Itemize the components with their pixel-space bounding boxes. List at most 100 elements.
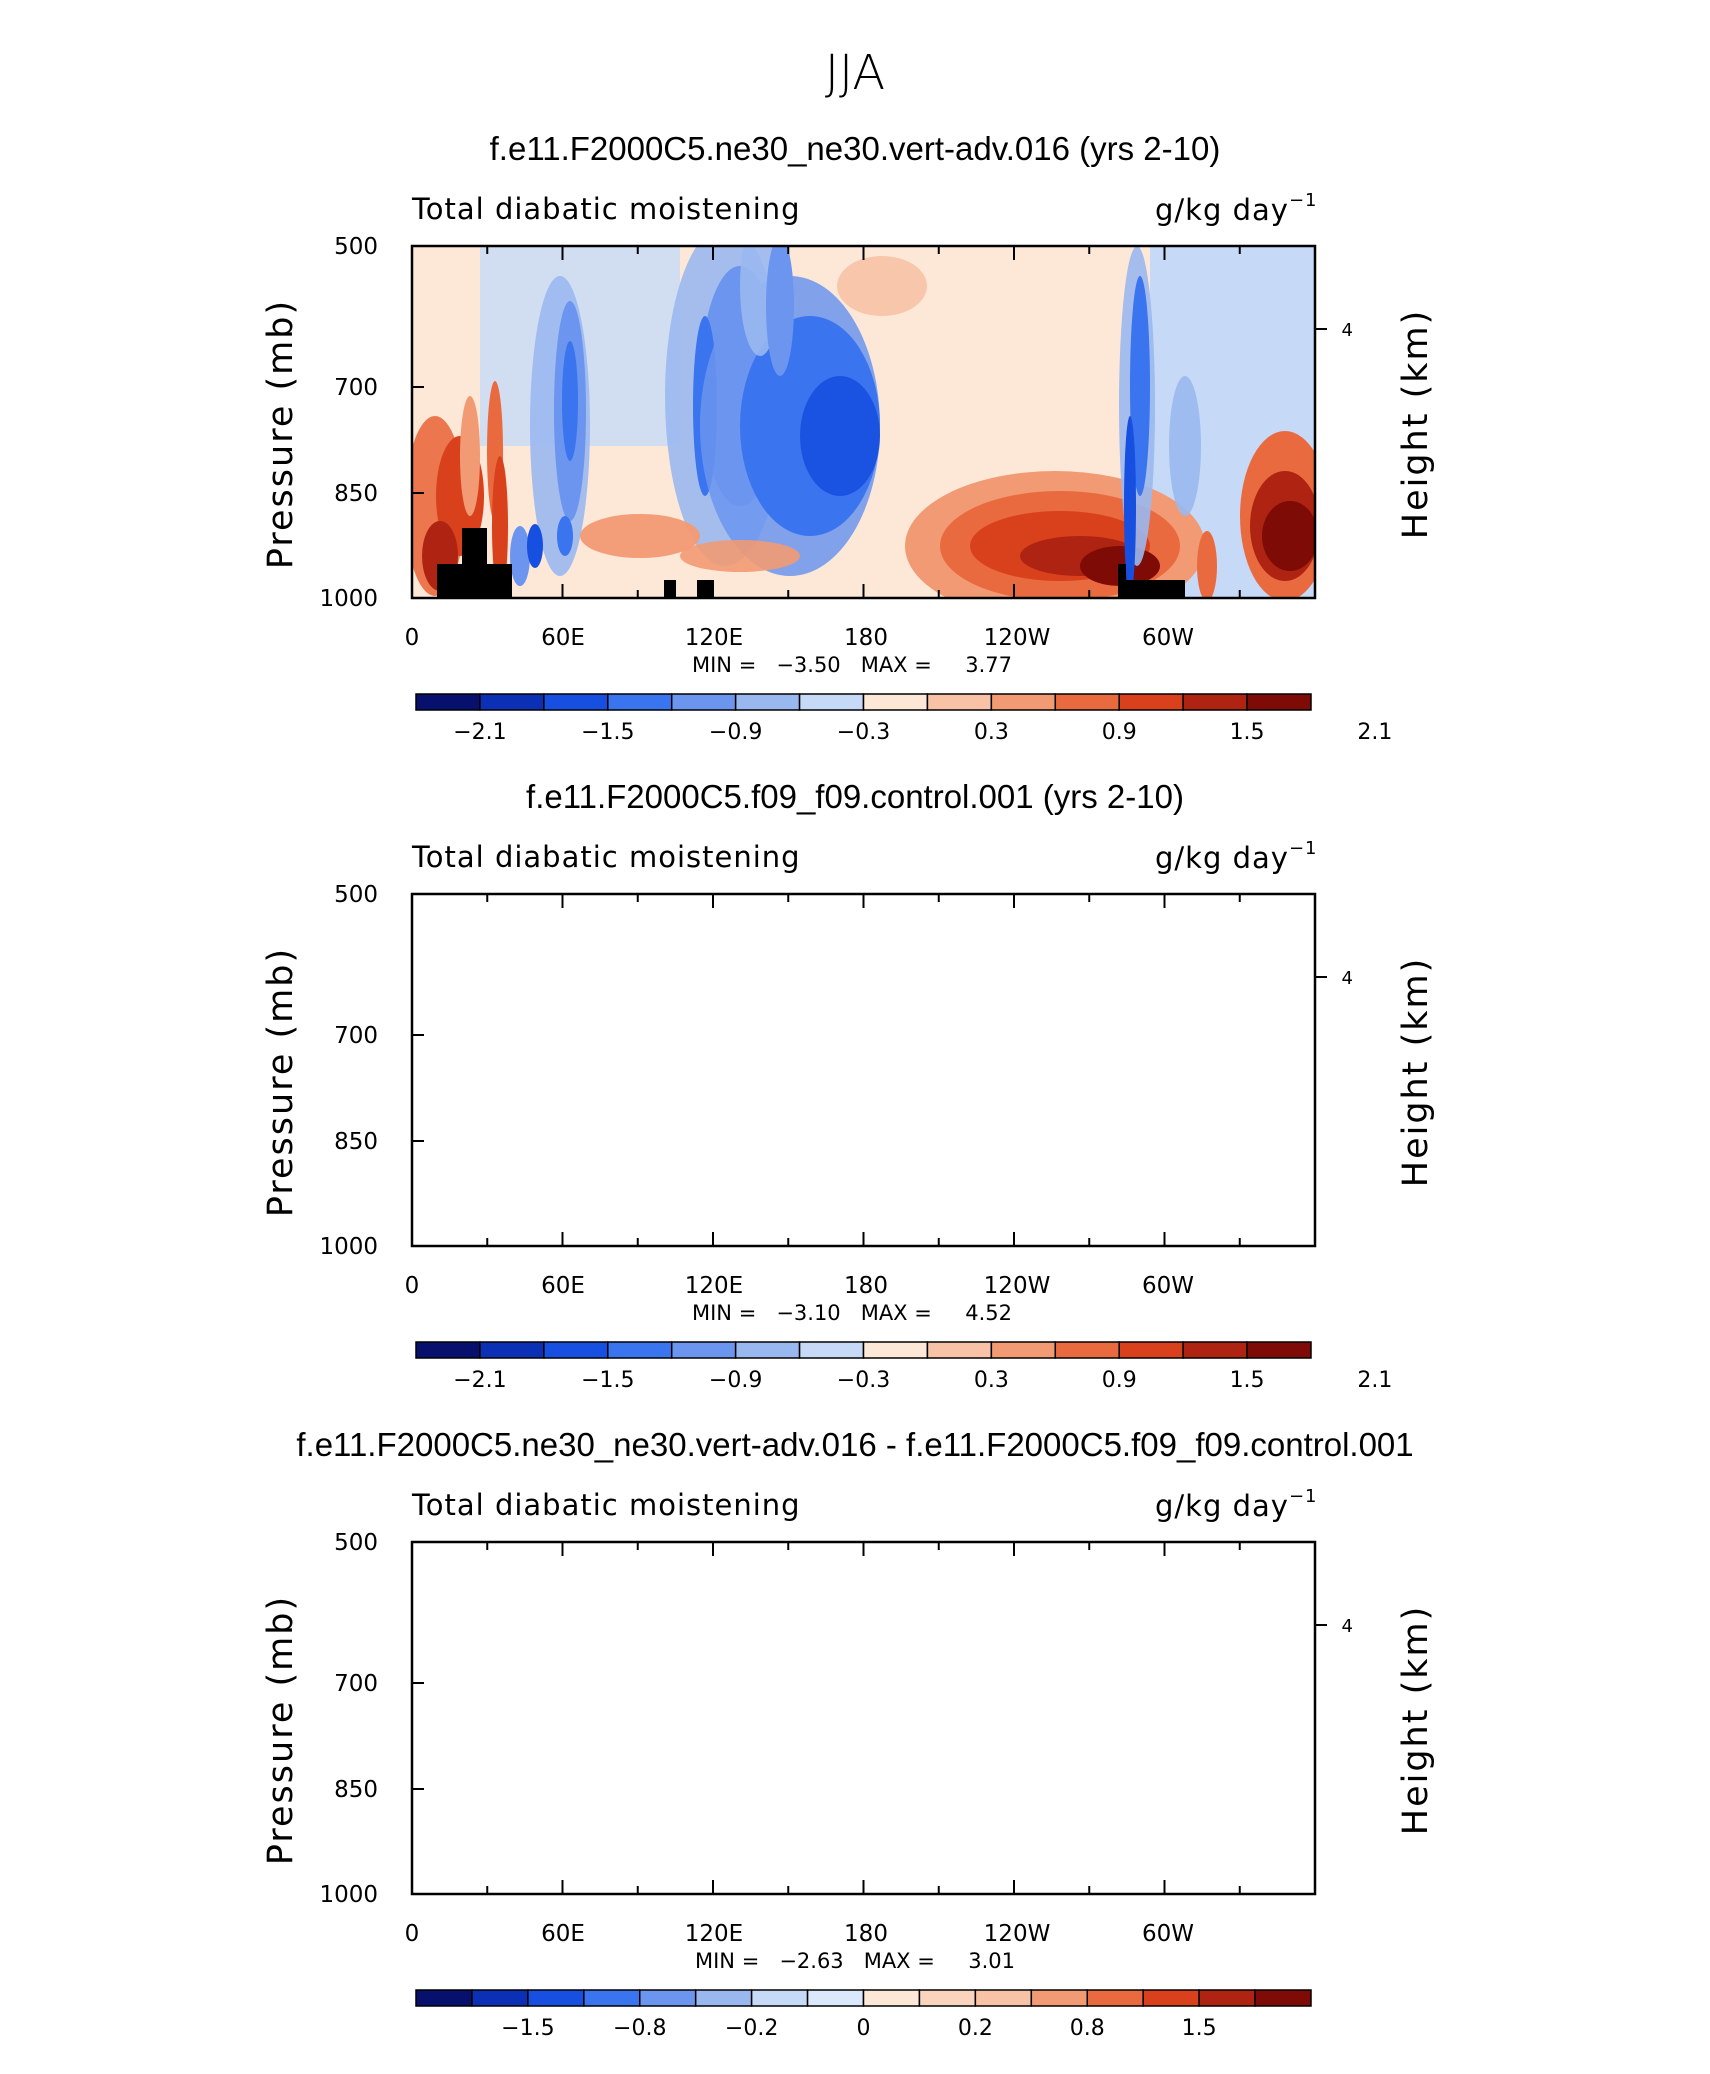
y-tick-label: 700	[334, 375, 378, 401]
colorbar-label: 1.5	[1182, 2016, 1217, 2041]
colorbar-box	[479, 693, 545, 711]
colorbar-box	[415, 1989, 473, 2007]
colorbar-box	[607, 1341, 673, 1359]
topography-patch	[664, 580, 676, 598]
field-patch	[510, 526, 530, 586]
topography-africa	[437, 1176, 512, 1246]
colorbar-label: −0.3	[837, 1368, 890, 1393]
field-patch	[510, 1174, 530, 1234]
field-patch	[527, 524, 543, 568]
x-tick-label: 60E	[541, 1921, 585, 1947]
topography-andes	[1118, 564, 1185, 598]
x-tick-label: 0	[405, 1921, 420, 1947]
y-axis-label: Pressure (mb)	[261, 947, 301, 1217]
y-tick-label: 700	[334, 1023, 378, 1049]
field-patch	[766, 884, 794, 1024]
field-patch	[1262, 1149, 1318, 1219]
colorbar-box	[918, 1989, 977, 2007]
x-tick-label: 120W	[984, 625, 1051, 651]
units-label: g/kg day−1	[1155, 190, 1318, 227]
colorbar-box	[543, 693, 609, 711]
min-max-stats: MIN = −2.63 MAX = 3.01	[695, 1949, 1015, 1973]
colorbar-box	[1054, 1341, 1120, 1359]
field-patch	[405, 1064, 465, 1244]
field-patch	[720, 1837, 800, 1887]
colorbar-box	[607, 693, 673, 711]
plot-frame	[410, 892, 1317, 1248]
field-patch	[492, 1104, 508, 1244]
y-tick-label: 850	[334, 1777, 378, 1803]
field-patch	[562, 341, 578, 461]
colorbar-box	[734, 1341, 801, 1359]
colorbar-label: −1.5	[501, 2016, 554, 2041]
contour-field	[405, 864, 1330, 1269]
colorbar-label: 0.3	[974, 720, 1009, 745]
colorbar-label: −2.1	[453, 1368, 506, 1393]
field-patch	[580, 1162, 700, 1206]
field-patch	[788, 1662, 812, 1862]
field-patch	[436, 1084, 484, 1204]
field-patch	[422, 1169, 458, 1239]
colorbar-label: −0.9	[709, 1368, 762, 1393]
y-tick-label: 1000	[319, 1882, 378, 1908]
colorbar-label: 0.2	[958, 2016, 993, 2041]
min-max-stats: MIN = −3.50 MAX = 3.77	[692, 653, 1012, 677]
field-patch	[486, 1712, 514, 1872]
field-patch	[766, 246, 794, 376]
field-patch	[670, 1672, 730, 1892]
colorbar-box	[1030, 1989, 1088, 2007]
field-patch	[450, 1847, 490, 1897]
colorbar-box	[479, 1341, 545, 1359]
field-patch	[1150, 894, 1315, 1246]
colorbar-box	[415, 693, 481, 711]
y-right-tick-label: 4	[1342, 968, 1353, 989]
colorbar-box	[974, 1989, 1033, 2007]
colorbar-box	[1246, 693, 1312, 711]
colorbar-box	[471, 1989, 529, 2007]
field-patch	[557, 1164, 573, 1204]
colorbar-label: 2.1	[1357, 1368, 1392, 1393]
colorbar-box	[926, 693, 993, 711]
field-patch	[1130, 276, 1150, 496]
colorbar-box	[1182, 693, 1248, 711]
units-exponent: −1	[1288, 190, 1318, 211]
field-patch	[778, 1582, 822, 1902]
x-tick-label: 0	[405, 1273, 420, 1299]
field-patch	[527, 1172, 543, 1216]
x-tick-label: 60W	[1142, 625, 1194, 651]
colorbar-box	[1254, 1989, 1312, 2007]
field-patch	[800, 1024, 880, 1144]
field-patch	[1020, 1184, 1140, 1224]
y-tick-label: 500	[334, 882, 378, 908]
y-right-axis-label: Height (km)	[1396, 957, 1436, 1188]
field-patch	[460, 1044, 480, 1164]
field-patch	[554, 949, 586, 1169]
units-text: g/kg day	[1155, 841, 1289, 875]
colorbar-box	[862, 1341, 929, 1359]
field-patch	[740, 864, 780, 1004]
plot-frame	[410, 1540, 1317, 1896]
field-patch	[470, 1512, 570, 1912]
x-tick-label: 0	[405, 625, 420, 651]
colorbar-box	[1118, 693, 1184, 711]
field-patch	[1116, 1732, 1124, 1832]
field-patch	[665, 874, 785, 1214]
colorbar-box	[1118, 1341, 1184, 1359]
y-right-tick-label: 4	[1342, 1616, 1353, 1637]
field-patch	[460, 396, 480, 516]
field-patch	[492, 456, 508, 596]
field-patch	[1250, 1119, 1320, 1229]
colorbar-box	[1246, 1341, 1312, 1359]
variable-label: Total diabatic moistening	[412, 1488, 801, 1522]
panel-title: f.e11.F2000C5.f09_f09.control.001 (yrs 2…	[526, 778, 1184, 815]
colorbar-label: 0.9	[1102, 720, 1137, 745]
field-patch	[940, 1139, 1180, 1249]
x-tick-label: 120E	[685, 625, 743, 651]
topography-patch	[664, 1228, 670, 1246]
colorbar-box	[926, 1341, 993, 1359]
field-patch	[562, 989, 578, 1109]
colorbar-box	[1142, 1989, 1200, 2007]
units-label: g/kg day−1	[1155, 1486, 1318, 1523]
field-patch	[837, 904, 927, 964]
field-patch	[1113, 1682, 1123, 1862]
